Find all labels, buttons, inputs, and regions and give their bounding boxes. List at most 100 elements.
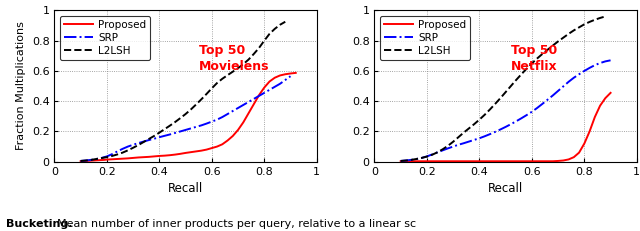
- L2LSH: [533, 57, 541, 60]
- L2LSH: [575, 26, 583, 29]
- SRP: [182, 128, 189, 131]
- L2LSH: [250, 53, 258, 55]
- L2LSH: [549, 44, 557, 47]
- L2LSH: [177, 117, 184, 119]
- Proposed: [586, 130, 593, 133]
- Proposed: [454, 160, 462, 163]
- L2LSH: [564, 33, 572, 35]
- SRP: [570, 76, 578, 79]
- Proposed: [602, 97, 609, 100]
- L2LSH: [470, 123, 478, 126]
- Proposed: [172, 153, 179, 156]
- L2LSH: [523, 67, 531, 70]
- Proposed: [182, 152, 189, 154]
- Proposed: [533, 160, 541, 163]
- Proposed: [397, 160, 404, 163]
- SRP: [103, 155, 111, 158]
- Proposed: [192, 150, 200, 153]
- X-axis label: Recall: Recall: [168, 182, 203, 195]
- L2LSH: [444, 144, 452, 147]
- L2LSH: [402, 159, 410, 162]
- SRP: [591, 64, 598, 67]
- L2LSH: [518, 73, 525, 76]
- Proposed: [108, 158, 116, 161]
- Proposed: [98, 159, 106, 161]
- Text: Bucketing.: Bucketing.: [6, 219, 73, 229]
- Proposed: [239, 121, 247, 124]
- L2LSH: [218, 77, 226, 80]
- SRP: [213, 118, 221, 121]
- Text: Top 50
Movielens: Top 50 Movielens: [198, 44, 269, 73]
- L2LSH: [559, 36, 567, 39]
- Proposed: [166, 154, 173, 157]
- SRP: [418, 157, 426, 159]
- Proposed: [549, 160, 557, 163]
- Proposed: [95, 159, 103, 161]
- SRP: [586, 67, 593, 69]
- L2LSH: [208, 87, 216, 90]
- Proposed: [287, 72, 294, 75]
- Proposed: [82, 160, 90, 162]
- Text: Top 50
Netflix: Top 50 Netflix: [511, 44, 557, 73]
- Proposed: [460, 160, 467, 163]
- SRP: [549, 94, 557, 97]
- Proposed: [507, 160, 515, 163]
- L2LSH: [449, 140, 457, 143]
- L2LSH: [108, 155, 116, 157]
- Y-axis label: Fraction Multiplications: Fraction Multiplications: [16, 22, 26, 150]
- Proposed: [538, 160, 546, 163]
- L2LSH: [602, 15, 609, 18]
- L2LSH: [276, 23, 284, 26]
- L2LSH: [192, 103, 200, 106]
- L2LSH: [428, 153, 436, 156]
- Proposed: [470, 160, 478, 163]
- L2LSH: [497, 97, 504, 100]
- L2LSH: [203, 93, 211, 95]
- Proposed: [77, 160, 84, 163]
- Proposed: [276, 74, 284, 77]
- SRP: [492, 131, 499, 133]
- SRP: [208, 120, 216, 123]
- L2LSH: [161, 128, 168, 131]
- Proposed: [580, 142, 588, 145]
- SRP: [218, 116, 226, 119]
- Proposed: [177, 152, 184, 155]
- Proposed: [93, 159, 100, 162]
- L2LSH: [502, 91, 509, 94]
- SRP: [449, 145, 457, 148]
- SRP: [271, 85, 278, 88]
- Proposed: [564, 158, 572, 161]
- SRP: [512, 120, 520, 123]
- SRP: [528, 110, 536, 113]
- SRP: [544, 98, 552, 101]
- Proposed: [607, 91, 614, 94]
- L2LSH: [486, 108, 493, 111]
- SRP: [177, 130, 184, 133]
- SRP: [239, 103, 247, 106]
- Proposed: [113, 158, 121, 160]
- L2LSH: [465, 127, 473, 130]
- Proposed: [413, 160, 420, 163]
- SRP: [580, 70, 588, 72]
- Line: L2LSH: L2LSH: [401, 16, 605, 161]
- SRP: [470, 139, 478, 141]
- L2LSH: [172, 121, 179, 123]
- SRP: [244, 100, 252, 103]
- L2LSH: [150, 135, 158, 137]
- SRP: [481, 135, 488, 138]
- SRP: [486, 133, 493, 136]
- L2LSH: [544, 48, 552, 51]
- Proposed: [481, 160, 488, 163]
- Proposed: [90, 159, 97, 162]
- SRP: [229, 110, 237, 112]
- SRP: [465, 140, 473, 143]
- SRP: [192, 125, 200, 128]
- Line: SRP: SRP: [401, 60, 611, 161]
- L2LSH: [234, 67, 242, 70]
- SRP: [82, 159, 90, 162]
- L2LSH: [507, 85, 515, 88]
- L2LSH: [271, 27, 278, 30]
- Proposed: [103, 158, 111, 161]
- SRP: [187, 127, 195, 130]
- L2LSH: [538, 53, 546, 55]
